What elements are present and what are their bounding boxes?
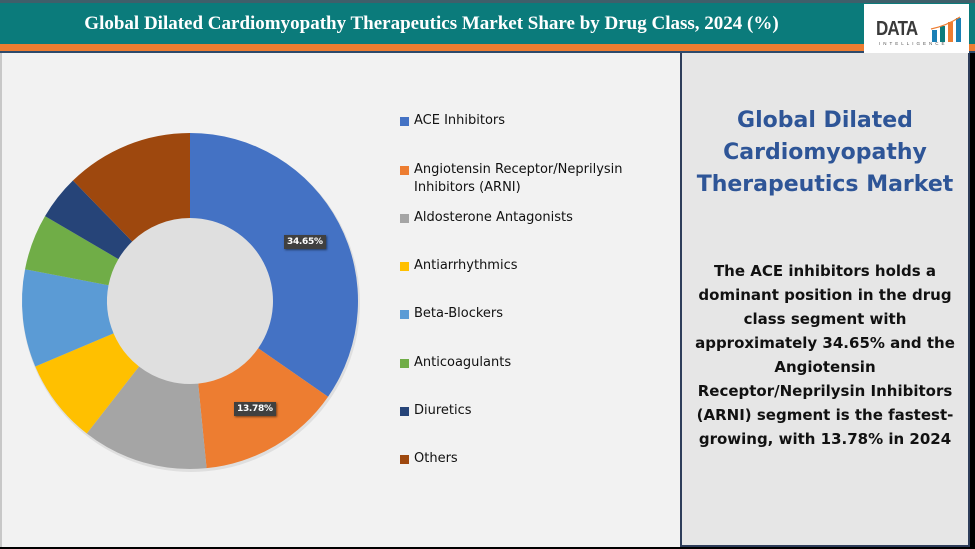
legend-item-aldosterone-antagonists: Aldosterone Antagonists bbox=[400, 209, 573, 227]
header-banner: Global Dilated Cardiomyopathy Therapeuti… bbox=[0, 0, 975, 44]
donut-segment bbox=[86, 366, 207, 470]
legend-item-others: Others bbox=[400, 450, 458, 468]
donut-segment bbox=[22, 269, 114, 367]
logo-bars-icon bbox=[930, 16, 961, 42]
legend-item-anticoagulants: Anticoagulants bbox=[400, 354, 511, 372]
legend-item-diuretics: Diuretics bbox=[400, 402, 472, 420]
chart-panel: 34.65% 13.78% ACE Inhibitors Angiotensin… bbox=[0, 53, 680, 547]
donut-segment bbox=[45, 180, 133, 260]
donut-segment bbox=[72, 133, 190, 242]
legend-label: ACE Inhibitors bbox=[414, 113, 506, 128]
donut-segment bbox=[35, 333, 140, 434]
legend-item-arni: Angiotensin Receptor/Neprilysin Inhibito… bbox=[400, 161, 650, 197]
legend-swatch bbox=[400, 310, 409, 319]
legend-swatch bbox=[400, 407, 409, 416]
accent-bar bbox=[0, 44, 975, 53]
legend-label: Antiarrhythmics bbox=[414, 258, 518, 273]
legend-swatch bbox=[400, 117, 409, 126]
legend-swatch bbox=[400, 262, 409, 271]
legend-swatch bbox=[400, 359, 409, 368]
legend-item-ace-inhibitors: ACE Inhibitors bbox=[400, 112, 505, 130]
data-label-arni: 13.78% bbox=[234, 402, 276, 416]
legend-swatch bbox=[400, 166, 409, 175]
summary-panel: Global Dilated Cardiomyopathy Therapeuti… bbox=[680, 53, 970, 547]
legend-label: Diuretics bbox=[414, 403, 472, 418]
legend-label: Aldosterone Antagonists bbox=[414, 210, 573, 225]
legend-swatch bbox=[400, 214, 409, 223]
donut-segment bbox=[190, 133, 358, 397]
data-label-ace: 34.65% bbox=[284, 235, 326, 249]
legend-label: Angiotensin Receptor/Neprilysin Inhibito… bbox=[414, 162, 623, 195]
summary-text: The ACE inhibitors holds a dominant posi… bbox=[695, 262, 955, 448]
datam-logo: DATA INTELLIGENCE bbox=[864, 4, 969, 56]
chart-title: Global Dilated Cardiomyopathy Therapeuti… bbox=[84, 13, 779, 34]
legend-swatch bbox=[400, 455, 409, 464]
legend-item-antiarrhythmics: Antiarrhythmics bbox=[400, 257, 518, 275]
summary-title: Global Dilated Cardiomyopathy Therapeuti… bbox=[696, 108, 954, 197]
logo-text: DATA bbox=[876, 18, 918, 40]
legend-label: Anticoagulants bbox=[414, 355, 512, 370]
donut-chart bbox=[22, 133, 360, 472]
legend-label: Others bbox=[414, 451, 458, 466]
logo-subtext: INTELLIGENCE bbox=[879, 41, 948, 46]
legend-item-beta-blockers: Beta-Blockers bbox=[400, 305, 503, 323]
legend-label: Beta-Blockers bbox=[414, 306, 504, 321]
donut-segment bbox=[25, 216, 119, 286]
